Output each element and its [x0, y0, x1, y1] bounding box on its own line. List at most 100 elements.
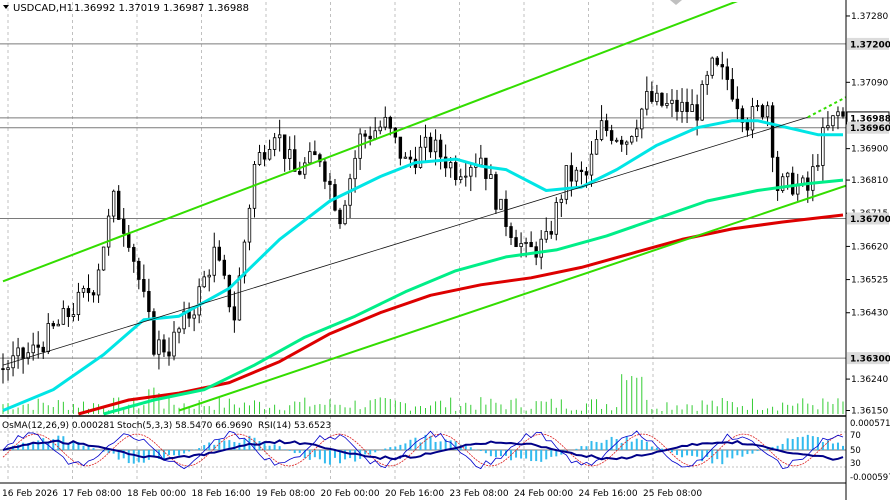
candle-bear	[91, 292, 96, 296]
candle-bull	[403, 156, 408, 159]
candle-bear	[363, 133, 367, 137]
candle-bull	[111, 190, 116, 217]
candle-bull	[448, 162, 453, 169]
candle-bear	[127, 233, 131, 248]
candle-bear	[116, 190, 121, 220]
candle-bear	[725, 66, 730, 80]
price-tick-label: 1.37090	[851, 78, 888, 88]
candle-bear	[408, 156, 413, 160]
time-tick-label: 24 Feb 00:00	[514, 489, 573, 499]
candle-bull	[765, 105, 770, 118]
candle-bear	[388, 116, 393, 129]
symbol-label: USDCAD,H1	[13, 3, 73, 14]
candle-bear	[514, 237, 518, 247]
candle-bull	[489, 174, 493, 179]
candle-bull	[182, 310, 186, 330]
candle-bear	[51, 323, 55, 327]
price-level-label: 1.36700	[850, 215, 890, 225]
candle-bear	[142, 279, 146, 292]
price-tick-label: 1.36430	[851, 309, 888, 319]
candle-bull	[26, 352, 30, 359]
price-level-label: 1.36960	[850, 124, 890, 134]
candle-bear	[21, 347, 25, 359]
candle-bull	[700, 84, 704, 121]
candle-bear	[453, 162, 458, 180]
candle-bear	[328, 180, 332, 185]
candle-bear	[398, 136, 403, 159]
candle-bear	[529, 242, 533, 248]
stoch-signal-line	[2, 433, 844, 467]
candle-bull	[690, 104, 694, 113]
candle-bull	[373, 130, 377, 139]
candle-bear	[770, 105, 775, 158]
candle-bull	[655, 92, 659, 102]
candle-bear	[730, 79, 735, 100]
candle-bear	[167, 351, 171, 357]
candle-bull	[197, 286, 201, 316]
candle-bull	[378, 126, 382, 132]
candle-bull	[645, 91, 649, 110]
chart-header: USDCAD,H1 1.36992 1.37019 1.36987 1.3698…	[3, 3, 249, 14]
candle-bear	[338, 209, 342, 225]
candle-bear	[695, 104, 699, 121]
candle-bull	[242, 241, 247, 277]
indicator-panel	[0, 415, 890, 484]
candle-bull	[625, 141, 629, 145]
candle-bull	[212, 246, 216, 276]
time-tick-label: 17 Feb 08:00	[63, 489, 122, 499]
channel-line	[178, 184, 846, 412]
indicator-scale-label: 0.000571	[850, 419, 890, 429]
indicator-scale-label: 50	[850, 446, 861, 456]
ma-slow-line	[77, 213, 844, 416]
candle-bull	[177, 328, 181, 333]
candle-bear	[132, 247, 136, 262]
price-axis-background	[846, 0, 890, 500]
time-tick-label: 20 Feb 00:00	[321, 489, 380, 499]
candle-bear	[217, 246, 221, 261]
candle-bear	[438, 139, 443, 158]
candle-bull	[599, 120, 604, 140]
candle-bull	[670, 99, 674, 104]
candle-bull	[106, 215, 111, 248]
candle-bull	[267, 149, 272, 160]
candle-bear	[619, 139, 624, 145]
rsi-line	[2, 439, 844, 461]
candle-bear	[584, 171, 589, 176]
candle-bull	[101, 246, 106, 271]
channel-line	[2, 2, 738, 283]
candle-bull	[640, 108, 644, 130]
scroll-marker-icon[interactable]	[670, 0, 682, 5]
candle-bull	[816, 165, 820, 168]
price-tick-label: 1.36900	[851, 145, 888, 155]
candle-bear	[579, 169, 584, 172]
indicator-header: OsMA(12,26,9) 0.000281 Stoch(5,3,3) 58.5…	[2, 421, 331, 431]
candle-bear	[298, 170, 302, 175]
candle-bull	[564, 165, 569, 200]
candle-bear	[282, 134, 287, 159]
candle-bull	[665, 102, 669, 106]
candle-bull	[750, 106, 755, 131]
candle-bear	[775, 156, 780, 191]
candle-bear	[720, 64, 724, 68]
indicator-scale-label: 30	[850, 459, 861, 469]
candle-bull	[614, 139, 619, 142]
trend-midline	[2, 116, 808, 366]
price-level-badge	[847, 121, 889, 134]
candle-bear	[791, 172, 795, 195]
candle-bull	[705, 74, 709, 85]
candle-bull	[433, 139, 438, 153]
candle-bull	[574, 169, 579, 182]
candle-bull	[207, 274, 211, 278]
candle-bull	[418, 146, 423, 168]
candle-bear	[66, 308, 71, 318]
price-tick-label: 1.36150	[851, 407, 888, 417]
candle-bull	[172, 331, 176, 357]
menu-triangle-icon[interactable]	[3, 5, 9, 9]
candle-bear	[609, 130, 614, 141]
stoch-main-line	[2, 430, 844, 470]
osma-label: OsMA(12,26,9) 0.000281	[2, 421, 115, 431]
candle-bear	[735, 98, 740, 110]
candle-bear	[604, 120, 609, 131]
